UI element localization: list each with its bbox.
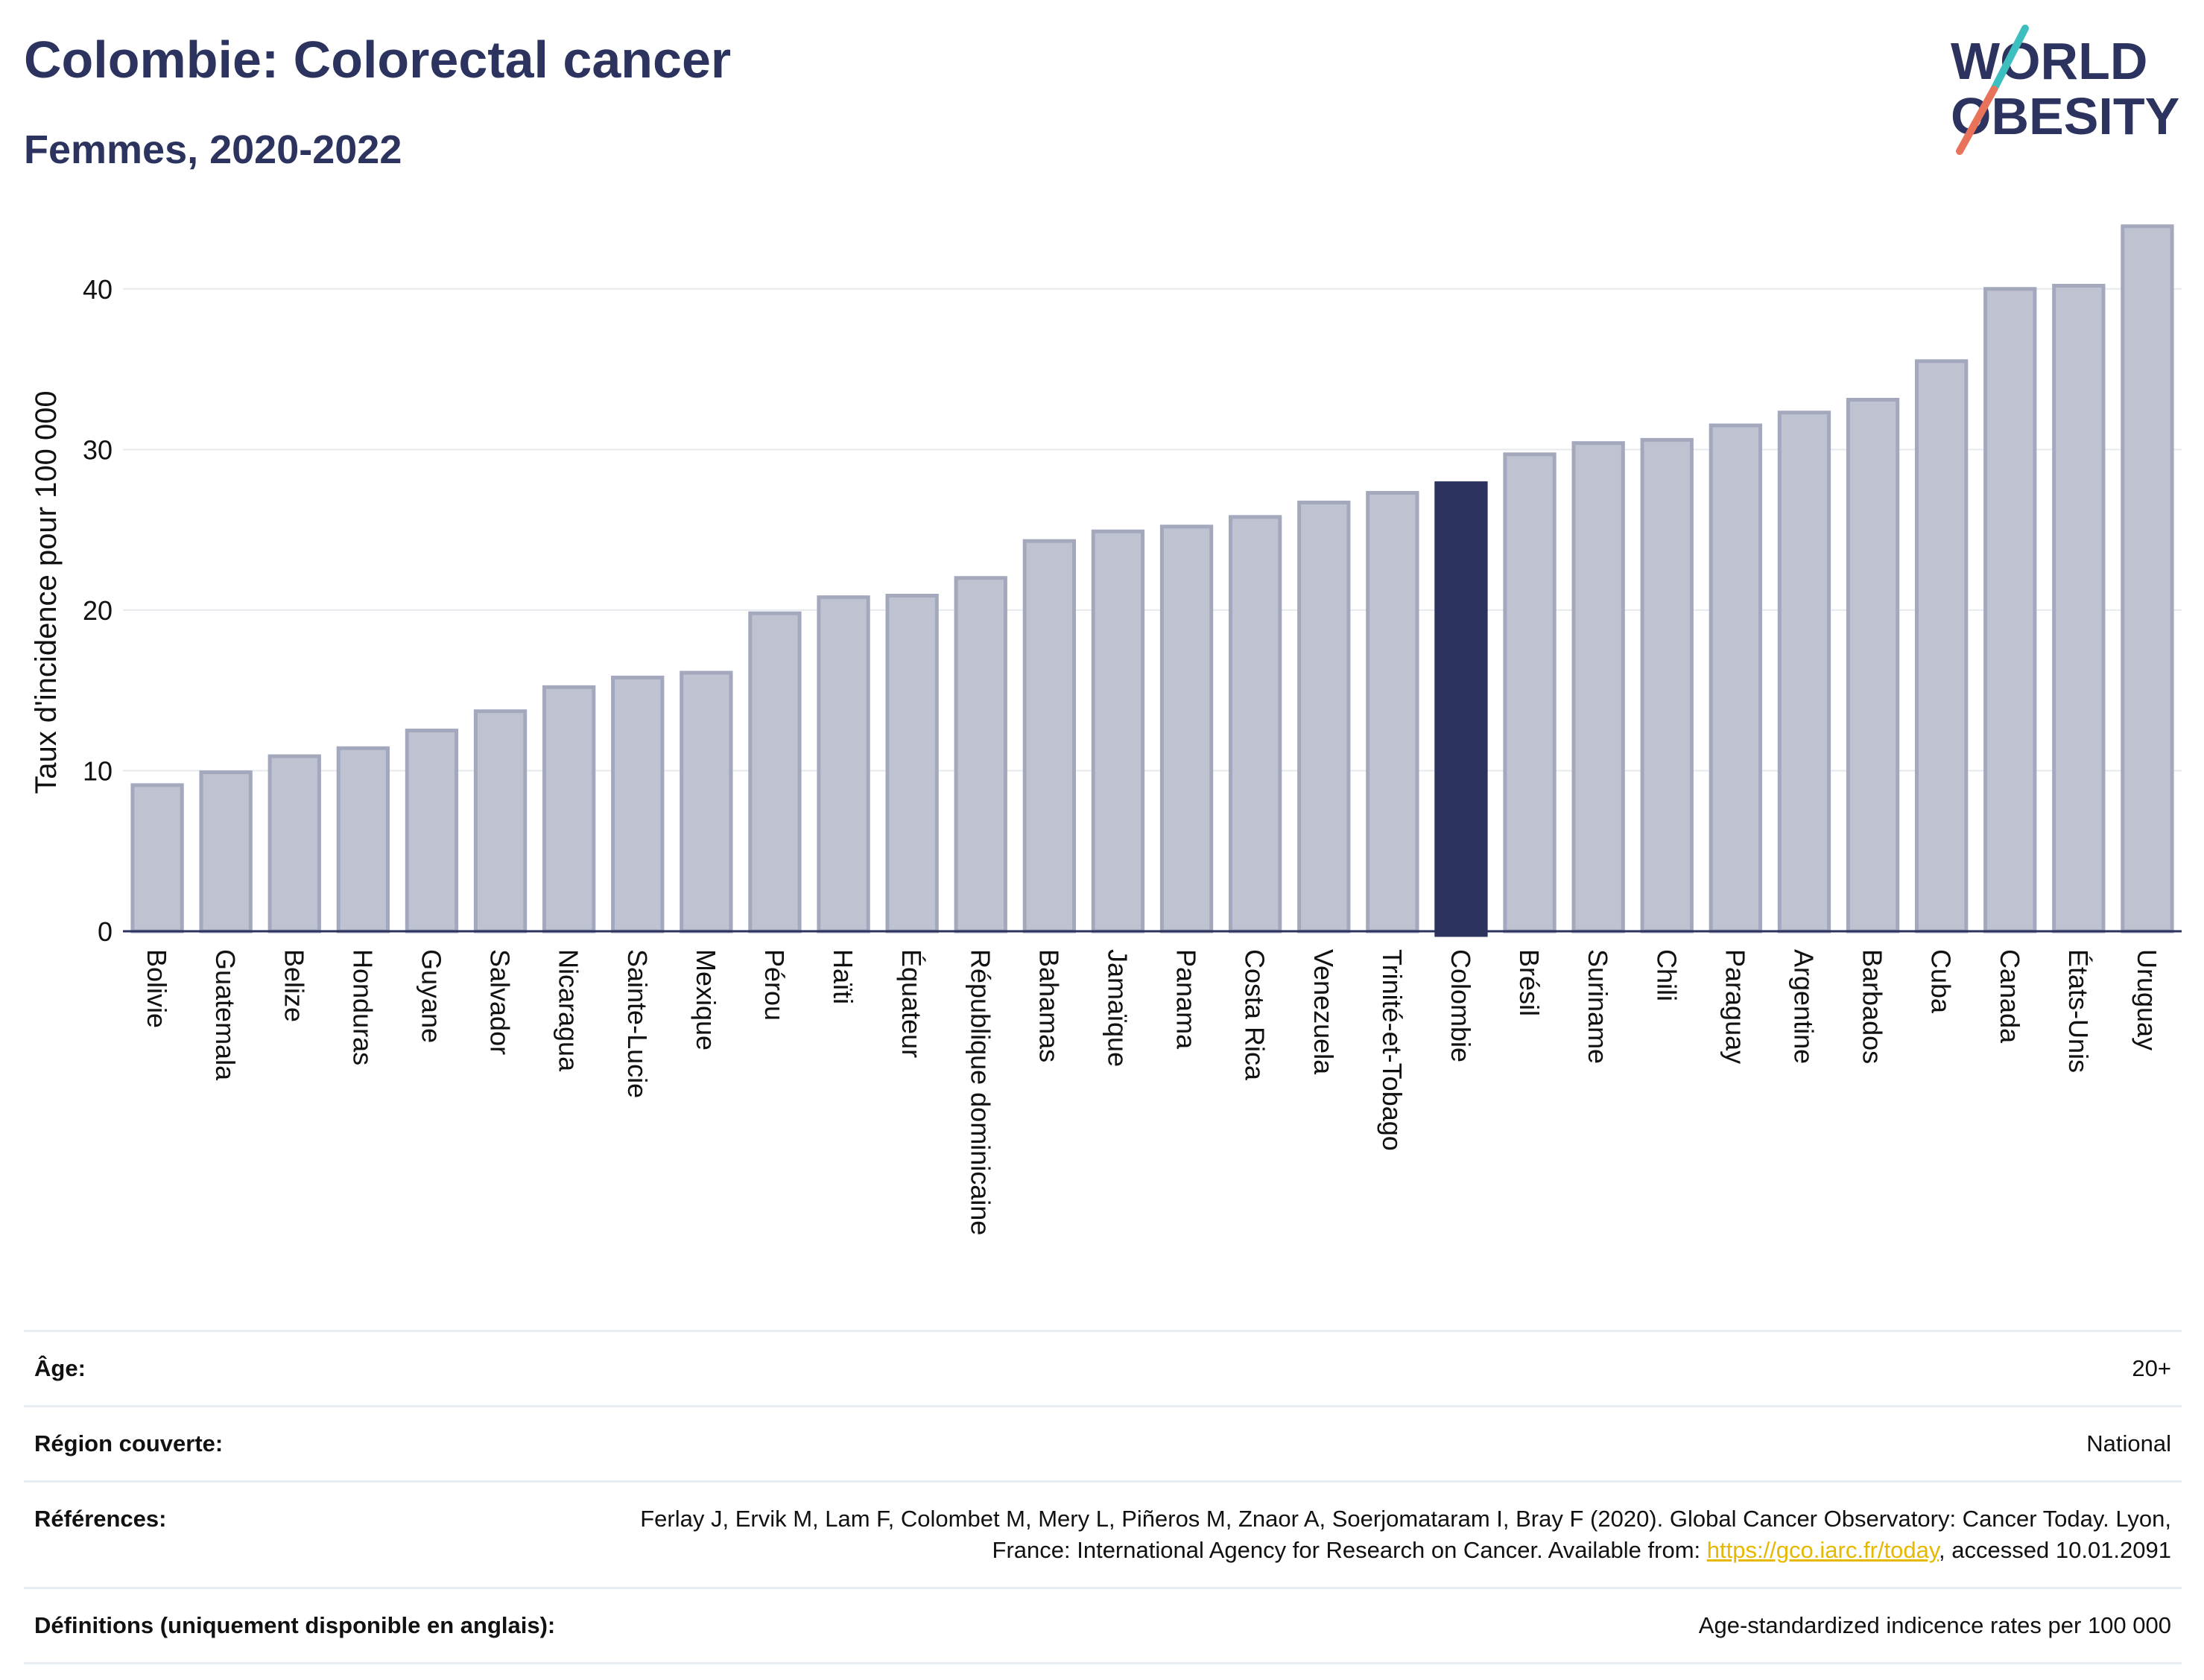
bar-cuba (1914, 359, 1969, 933)
bar-venezuela (1297, 500, 1351, 933)
axes: 0 10 20 30 40 (83, 274, 2182, 947)
bar-costa-rica (1228, 515, 1282, 933)
bar-paraguay (1709, 423, 1763, 933)
y-tick-label: 40 (83, 274, 113, 305)
x-tick-label: Costa Rica (1240, 949, 1270, 1081)
bar-république-dominicaine (954, 576, 1007, 933)
bar-belize (267, 754, 321, 933)
references-value: Ferlay J, Ervik M, Lam F, Colombet M, Me… (607, 1503, 2171, 1566)
x-tick-label: Salvador (485, 949, 516, 1055)
x-tick-label: Bolivie (142, 949, 172, 1028)
logo-slash-teal (1990, 25, 2029, 93)
info-row-age: Âge: 20+ (24, 1330, 2182, 1405)
bar-nicaragua (542, 685, 596, 933)
x-tick-label: Haïti (828, 949, 858, 1004)
bar-jamaïque (1091, 529, 1145, 933)
bar-brésil (1503, 452, 1557, 933)
y-tick-label: 20 (83, 595, 113, 626)
x-tick-label: Trinité-et-Tobago (1377, 949, 1407, 1151)
bar-états-unis (2052, 283, 2106, 933)
x-tick-label: États-Unis (2063, 949, 2094, 1073)
references-text-2: , accessed 10.01.2091 (1939, 1537, 2171, 1563)
region-label: Région couverte: (34, 1430, 224, 1456)
x-tick-label: Argentine (1788, 949, 1819, 1064)
bar-chili (1640, 437, 1694, 933)
bar-mexique (680, 671, 733, 933)
definitions-value: Age-standardized indicence rates per 100… (1698, 1612, 2171, 1638)
info-row-region: Région couverte: National (24, 1405, 2182, 1480)
bar-guatemala (199, 770, 253, 933)
references-link[interactable]: https://gco.iarc.fr/today (1706, 1537, 1939, 1563)
bar-guyane (405, 729, 459, 933)
x-tick-label: Panama (1171, 949, 1202, 1050)
x-tick-label: Canada (1995, 949, 2025, 1044)
x-tick-label: Guyane (416, 949, 446, 1043)
x-tick-label: Venezuela (1308, 949, 1339, 1075)
bar-canada (1983, 287, 2037, 933)
x-tick-label: Jamaïque (1102, 949, 1133, 1067)
grid-lines (123, 288, 2182, 772)
x-tick-label: Pérou (759, 949, 790, 1021)
y-tick-label: 10 (83, 755, 113, 786)
bar-suriname (1571, 441, 1625, 933)
x-tick-label: République dominicaine (965, 949, 995, 1235)
bar-honduras (336, 746, 390, 933)
region-value: National (2086, 1430, 2171, 1456)
x-tick-label: Chili (1651, 949, 1682, 1001)
age-label: Âge: (34, 1355, 86, 1381)
x-tick-label: Brésil (1514, 949, 1545, 1016)
category-labels: Bolivie Guatemala Belize Honduras Guyane Salv… (142, 949, 2162, 1235)
x-tick-label: Guatemala (210, 949, 241, 1081)
x-tick-label: Barbados (1858, 949, 1888, 1064)
info-table: Âge: 20+ Région couverte: National Référ… (24, 1330, 2182, 1664)
y-tick-label: 30 (83, 434, 113, 465)
x-tick-label: Honduras (347, 949, 378, 1065)
bar-panama (1159, 524, 1214, 933)
age-value: 20+ (2132, 1355, 2171, 1381)
bar-uruguay (2121, 224, 2174, 933)
bar-bahamas (1022, 539, 1077, 933)
x-tick-label: Colombie (1445, 949, 1476, 1062)
definitions-label: Définitions (uniquement disponible en an… (34, 1612, 556, 1638)
x-tick-label: Bahamas (1033, 949, 1064, 1062)
references-text-1: Ferlay J, Ervik M, Lam F, Colombet M, Me… (640, 1506, 2171, 1563)
x-tick-label: Mexique (691, 949, 721, 1050)
bar-colombie (1434, 481, 1488, 937)
info-row-definitions: Définitions (uniquement disponible en an… (24, 1587, 2182, 1664)
bar-bolivie (130, 783, 184, 933)
x-tick-label: Belize (279, 949, 309, 1022)
y-tick-label: 0 (98, 916, 113, 947)
bar-pérou (748, 611, 802, 933)
bar-équateur (885, 593, 939, 933)
bar-chart: 0 10 20 30 40 Bolivie Guatemala Belize Honduras… (30, 224, 2182, 1235)
bar-sainte-lucie (611, 675, 665, 933)
bar-salvador (473, 709, 528, 933)
x-tick-label: Cuba (1926, 949, 1957, 1014)
bar-barbados (1846, 398, 1900, 933)
logo-line1: WORLD (1951, 32, 2147, 90)
y-axis-label: Taux d'incidence pour 100 000 (30, 390, 63, 793)
x-tick-label: Suriname (1583, 949, 1613, 1064)
info-row-references: Références: Ferlay J, Ervik M, Lam F, Co… (24, 1480, 2182, 1587)
bar-haïti (817, 595, 870, 933)
chart-title: Colombie: Colorectal cancer (24, 31, 732, 89)
references-label: Références: (34, 1506, 167, 1532)
world-obesity-logo: WORLD OBESITY (1951, 25, 2179, 155)
x-tick-label: Uruguay (2132, 949, 2162, 1050)
x-tick-label: Équateur (896, 949, 927, 1058)
logo-slash-coral (1956, 86, 1998, 155)
bars (130, 224, 2174, 937)
x-tick-label: Sainte-Lucie (622, 949, 653, 1098)
chart-subtitle: Femmes, 2020-2022 (24, 127, 402, 172)
x-tick-label: Paraguay (1720, 949, 1750, 1064)
bar-trinité-et-tobago (1366, 491, 1419, 933)
bar-argentine (1777, 411, 1831, 933)
x-tick-label: Nicaragua (554, 949, 584, 1072)
